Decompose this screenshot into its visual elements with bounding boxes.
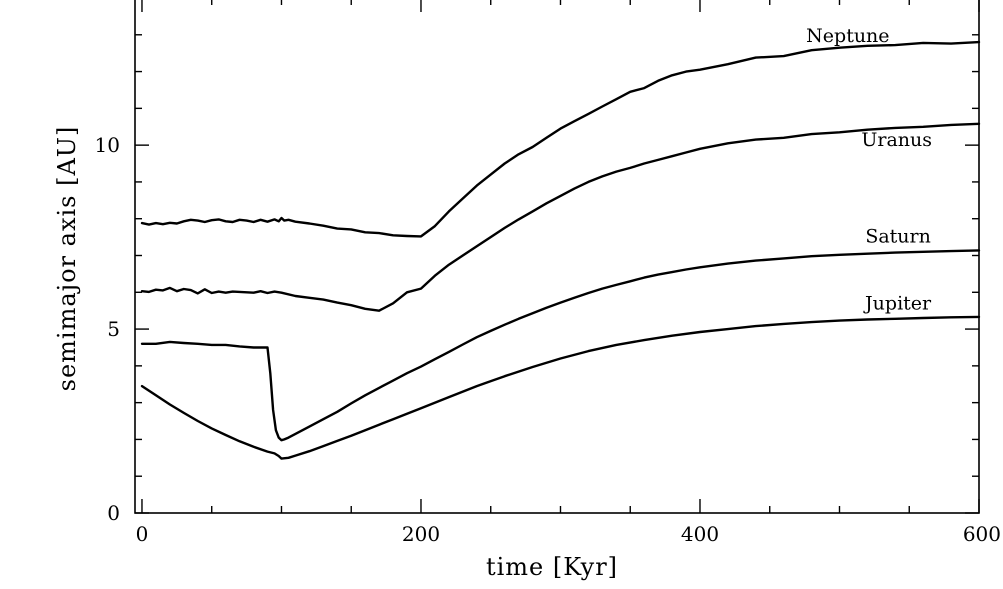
y-tick-label: 5 — [107, 317, 120, 341]
series-label-jupiter: Jupiter — [863, 293, 932, 315]
y-tick-label: 10 — [95, 133, 120, 157]
series-label-saturn: Saturn — [865, 226, 931, 248]
x-tick-label: 400 — [681, 522, 719, 546]
series-line-jupiter — [140, 315, 981, 460]
x-axis-label: time [Kyr] — [486, 553, 618, 581]
series-line-uranus — [140, 122, 981, 312]
x-tick-label: 200 — [402, 522, 440, 546]
y-axis-label: semimajor axis [AU] — [53, 126, 81, 392]
series-line-neptune — [140, 40, 981, 238]
plot-frame — [134, 0, 980, 514]
series-labels: Neptune Uranus Saturn Jupiter — [806, 25, 932, 314]
y-tick-label: 0 — [107, 501, 120, 525]
series-line-saturn — [140, 249, 981, 442]
x-tick-label: 600 — [963, 522, 1001, 546]
x-tick-label: 0 — [136, 522, 149, 546]
series-lines — [140, 40, 981, 460]
axis-ticks — [135, 0, 980, 514]
series-label-uranus: Uranus — [861, 129, 932, 151]
tick-labels: 0 200 400 600 0 5 10 — [95, 133, 1001, 546]
series-label-neptune: Neptune — [806, 25, 889, 47]
